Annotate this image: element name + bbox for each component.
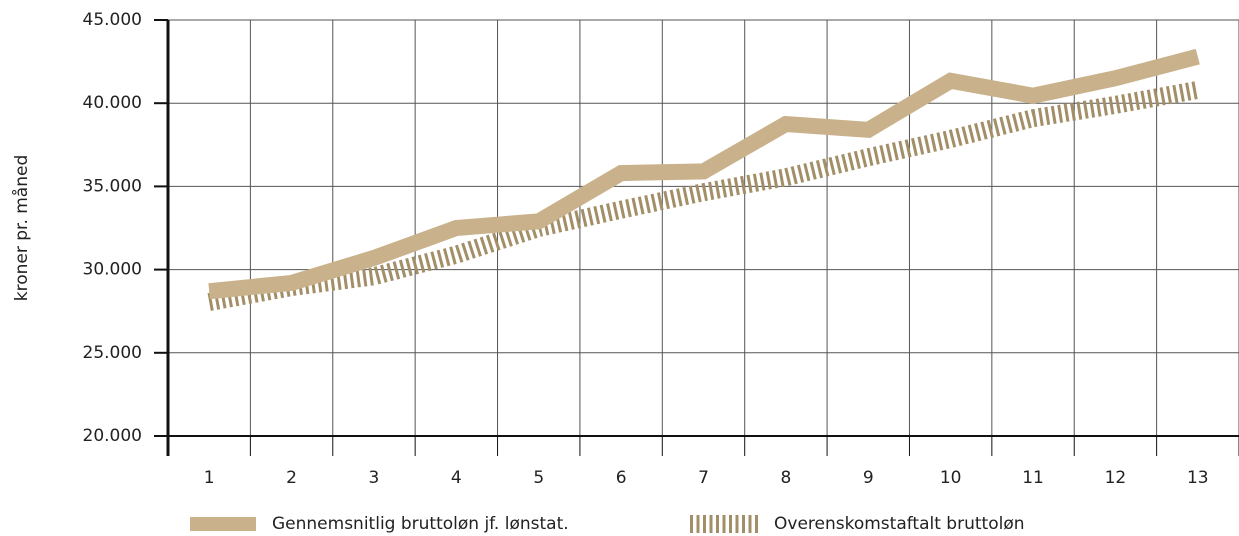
- x-tick-label: 2: [286, 468, 297, 488]
- series-line: [208, 48, 1200, 300]
- legend-label: Gennemsnitlig bruttoløn jf. lønstat.: [272, 514, 569, 534]
- x-tick-label: 4: [451, 468, 462, 488]
- y-tick-label: 35.000: [83, 176, 142, 196]
- x-tick-label: 11: [1022, 468, 1044, 488]
- x-tick-label: 8: [780, 468, 791, 488]
- x-tick-label: 1: [204, 468, 215, 488]
- y-tick-label: 20.000: [83, 426, 142, 446]
- x-tick-label: 13: [1187, 468, 1209, 488]
- x-tick-label: 7: [698, 468, 709, 488]
- y-tick-label: 45.000: [83, 10, 142, 30]
- y-tick-label: 40.000: [83, 93, 142, 113]
- x-tick-label: 9: [863, 468, 874, 488]
- x-tick-label: 10: [940, 468, 962, 488]
- x-tick-label: 3: [369, 468, 380, 488]
- y-axis-label: kroner pr. måned: [11, 155, 32, 302]
- x-tick-label: 12: [1105, 468, 1127, 488]
- x-tick-label: 5: [533, 468, 544, 488]
- y-tick-label: 25.000: [83, 343, 142, 363]
- legend-label: Overenskomstaftalt bruttoløn: [774, 514, 1025, 534]
- y-tick-label: 30.000: [83, 260, 142, 280]
- series-line: [207, 81, 1200, 311]
- x-tick-label: 6: [616, 468, 627, 488]
